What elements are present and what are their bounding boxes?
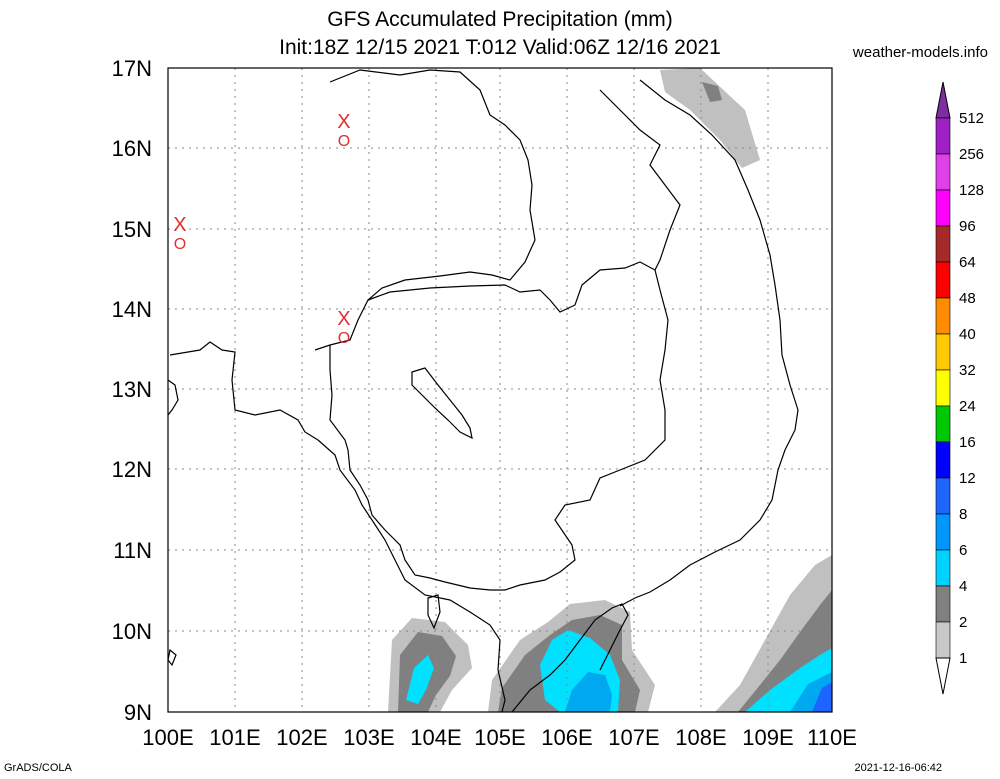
legend-level-label: 32 xyxy=(959,362,976,379)
precip-area-north xyxy=(660,68,760,168)
legend-color-box xyxy=(935,297,951,335)
legend-level-label: 96 xyxy=(959,218,976,235)
coastline-gulf-thailand xyxy=(317,439,506,713)
lat-label: 16N xyxy=(112,136,152,161)
legend-level-label: 12 xyxy=(959,470,976,487)
coastline-thailand-southwest xyxy=(167,379,179,416)
border-cambodia-north xyxy=(329,261,669,591)
legend-color-box xyxy=(935,153,951,191)
coastline-vietnam-east xyxy=(619,79,799,607)
legend-level-label: 48 xyxy=(959,290,976,307)
legend-color-box xyxy=(935,117,951,155)
legend-color-box xyxy=(935,513,951,551)
lon-label: 101E xyxy=(209,725,260,750)
lon-label: 103E xyxy=(343,725,394,750)
legend-arrow-bottom xyxy=(935,657,951,695)
lon-label: 105E xyxy=(474,725,525,750)
lat-axis: 17N 16N 15N 14N 13N 12N 11N 10N 9N xyxy=(112,56,152,725)
legend-level-label: 64 xyxy=(959,254,976,271)
legend-level-label: 2 xyxy=(959,614,967,631)
legend-color-box xyxy=(935,333,951,371)
legend-level-label: 24 xyxy=(959,398,976,415)
lat-label: 15N xyxy=(112,217,152,242)
lon-label: 102E xyxy=(276,725,327,750)
legend-color-box xyxy=(935,189,951,227)
station-marker-x: X xyxy=(173,214,186,236)
lon-label: 107E xyxy=(608,725,659,750)
map-title: GFS Accumulated Precipitation (mm) xyxy=(327,8,673,31)
lat-label: 12N xyxy=(112,457,152,482)
legend-arrow-top xyxy=(935,81,951,119)
legend-level-label: 4 xyxy=(959,578,967,595)
tonle-sap-lake xyxy=(411,367,473,440)
legend-color-box xyxy=(935,369,951,407)
legend-color-box xyxy=(935,405,951,443)
coastline-delta xyxy=(511,603,629,713)
precip-area-north-2mm xyxy=(702,82,722,102)
lon-label: 100E xyxy=(142,725,193,750)
legend-color-box xyxy=(935,477,951,515)
station-marker-x: X xyxy=(337,111,350,133)
lat-label: 10N xyxy=(112,619,152,644)
legend-color-box xyxy=(935,441,951,479)
lat-label: 9N xyxy=(124,700,152,725)
precip-area-gulf-west-4mm xyxy=(406,655,434,704)
border-thailand-west xyxy=(169,341,319,441)
legend-level-label: 6 xyxy=(959,542,967,559)
grid xyxy=(168,68,832,712)
legend-level-label: 256 xyxy=(959,146,984,163)
lon-axis: 100E 101E 102E 103E 104E 105E 106E 107E … xyxy=(142,725,857,750)
lat-label: 17N xyxy=(112,56,152,81)
legend-level-label: 512 xyxy=(959,110,984,127)
footer-timestamp: 2021-12-16-06:42 xyxy=(854,762,942,774)
station-marker-label: O xyxy=(174,236,186,253)
lon-label: 109E xyxy=(742,725,793,750)
lat-label: 11N xyxy=(113,538,152,563)
island-west xyxy=(167,648,177,667)
lon-label: 110E xyxy=(807,725,857,750)
island-phu-quoc xyxy=(427,594,441,630)
border-vietnam-laos xyxy=(599,89,681,271)
legend-color-box xyxy=(935,225,951,263)
site-label: weather-models.info xyxy=(852,44,988,61)
legend-color-box xyxy=(935,261,951,299)
lon-label: 106E xyxy=(541,725,592,750)
lat-label: 13N xyxy=(112,377,152,402)
footer-credit: GrADS/COLA xyxy=(4,762,72,774)
legend-color-box xyxy=(935,549,951,587)
legend-level-label: 1 xyxy=(959,650,967,667)
lon-label: 104E xyxy=(410,725,461,750)
precip-area-delta-6mm xyxy=(565,672,612,712)
lat-label: 14N xyxy=(112,297,152,322)
legend-level-label: 40 xyxy=(959,326,976,343)
map-subtitle: Init:18Z 12/15 2021 T:012 Valid:06Z 12/1… xyxy=(279,36,721,59)
precip-area-southeast-8mm xyxy=(812,682,832,712)
legend-level-label: 128 xyxy=(959,182,984,199)
station-marker-label: O xyxy=(338,133,350,150)
precip-layer xyxy=(388,68,832,712)
map-frame xyxy=(167,67,833,713)
legend-color-box xyxy=(935,621,951,659)
lon-label: 108E xyxy=(675,725,726,750)
legend-color-box xyxy=(935,585,951,623)
station-marker-label: O xyxy=(338,330,350,347)
boundaries xyxy=(167,69,799,713)
legend-level-label: 16 xyxy=(959,434,976,451)
legend-level-label: 8 xyxy=(959,506,967,523)
station-marker-x: X xyxy=(337,308,350,330)
